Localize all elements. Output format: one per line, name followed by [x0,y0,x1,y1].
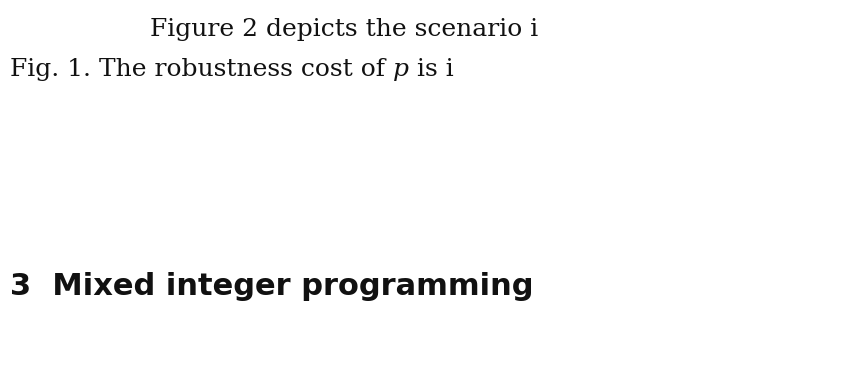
Text: 3  Mixed integer programming: 3 Mixed integer programming [10,272,534,301]
Text: Figure 2 depicts the scenario i: Figure 2 depicts the scenario i [150,18,538,41]
Text: Fig. 1. The robustness cost of: Fig. 1. The robustness cost of [10,58,393,81]
Text: is i: is i [409,58,454,81]
Text: p: p [393,58,409,81]
